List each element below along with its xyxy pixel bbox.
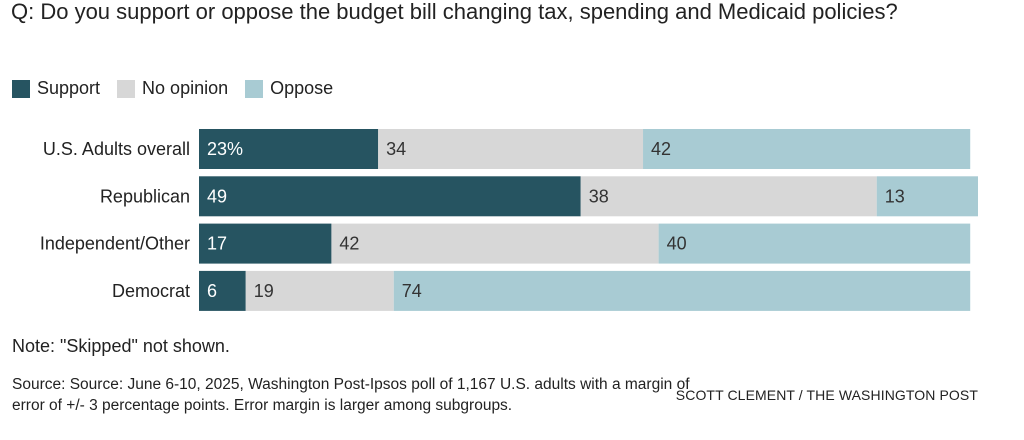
category-label-independent-other: Independent/Other xyxy=(40,234,190,254)
legend-swatch-no-opinion xyxy=(117,79,136,98)
chart-source: Source: Source: June 6-10, 2025, Washing… xyxy=(12,376,690,414)
data-label-support-independent-other: 17 xyxy=(207,234,227,254)
bar-no-opinion-independent-other xyxy=(331,223,659,264)
bar-oppose-republican xyxy=(876,176,978,217)
bar-oppose-democrat xyxy=(393,270,971,311)
bar-oppose-u-s-adults-overall xyxy=(643,129,971,169)
legend-item-support: Support xyxy=(12,78,100,99)
legend: Support No opinion Oppose xyxy=(12,78,350,99)
data-label-no-opinion-democrat: 19 xyxy=(254,281,274,301)
category-label-republican: Republican xyxy=(100,186,190,206)
data-label-no-opinion-republican: 38 xyxy=(589,186,609,206)
bar-support-u-s-adults-overall xyxy=(199,129,379,169)
stacked-bar-chart: U.S. Adults overall 23% 34 42 Republican 49 38… xyxy=(40,129,978,311)
data-label-oppose-democrat: 74 xyxy=(402,281,422,301)
legend-swatch-support xyxy=(12,79,30,98)
category-label-u-s-adults-overall: U.S. Adults overall xyxy=(43,139,190,159)
bar-no-opinion-republican xyxy=(580,176,877,217)
legend-item-no-opinion: No opinion xyxy=(117,78,228,99)
chart-title: Q: Do you support or oppose the budget b… xyxy=(11,0,898,24)
data-label-support-u-s-adults-overall: 23% xyxy=(207,139,243,159)
bar-support-republican xyxy=(199,176,581,217)
legend-label-support: Support xyxy=(37,78,101,98)
bar-support-independent-other xyxy=(199,223,332,264)
category-label-democrat: Democrat xyxy=(112,281,190,301)
data-label-oppose-independent-other: 40 xyxy=(667,234,687,254)
bar-oppose-independent-other xyxy=(658,223,971,264)
data-label-oppose-u-s-adults-overall: 42 xyxy=(651,139,671,159)
bar-no-opinion-u-s-adults-overall xyxy=(378,129,644,169)
data-label-support-republican: 49 xyxy=(207,186,227,206)
chart-note: Note: "Skipped" not shown. xyxy=(12,336,230,356)
legend-item-oppose: Oppose xyxy=(245,78,333,99)
chart-credit: SCOTT CLEMENT / THE WASHINGTON POST xyxy=(675,387,978,403)
bar-support-democrat xyxy=(199,270,246,311)
data-label-no-opinion-u-s-adults-overall: 34 xyxy=(386,139,406,159)
legend-label-no-opinion: No opinion xyxy=(142,78,229,98)
legend-label-oppose: Oppose xyxy=(270,78,334,98)
bar-no-opinion-democrat xyxy=(245,270,394,311)
data-label-oppose-republican: 13 xyxy=(885,186,905,206)
data-label-support-democrat: 6 xyxy=(207,281,217,301)
data-label-no-opinion-independent-other: 42 xyxy=(339,234,359,254)
legend-swatch-oppose xyxy=(245,79,264,98)
